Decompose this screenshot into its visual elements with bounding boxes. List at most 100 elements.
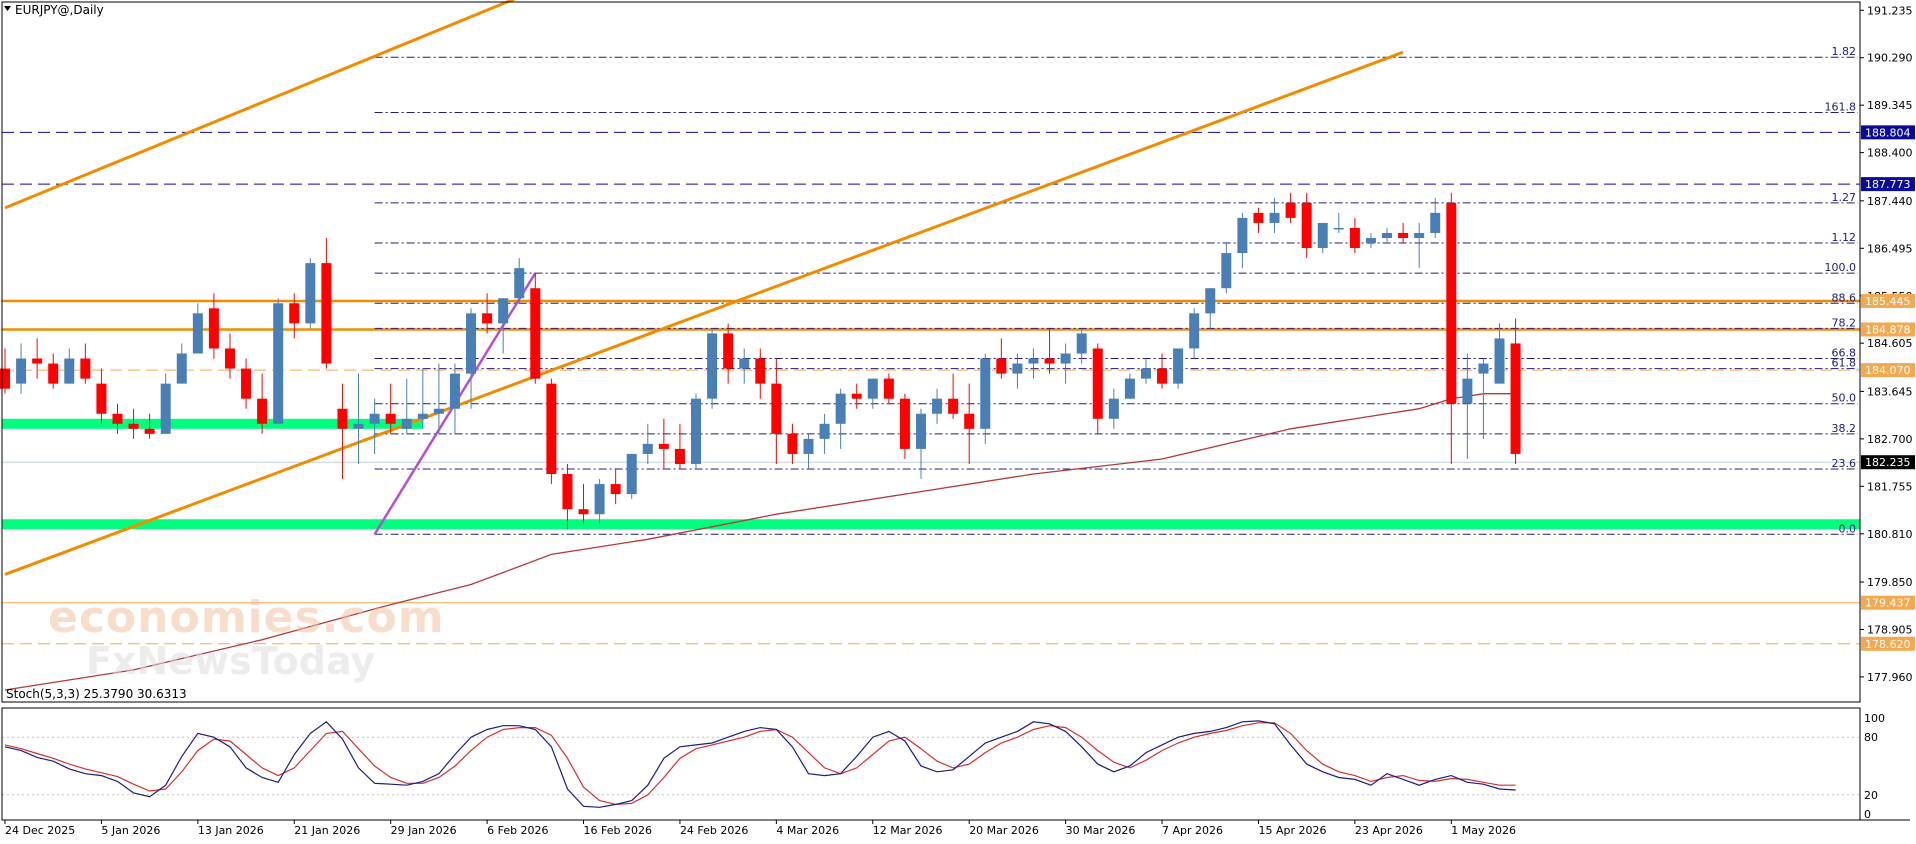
time-tick-label: 1 May 2026 bbox=[1451, 824, 1516, 837]
moving-average-line bbox=[4, 393, 1516, 691]
watermark-line1: economies.com bbox=[48, 592, 445, 643]
time-tick-label: 7 Apr 2026 bbox=[1162, 824, 1223, 837]
price-level-badge bbox=[1861, 294, 1915, 309]
support-zone bbox=[2, 418, 423, 429]
bullish-candle bbox=[64, 358, 75, 384]
bearish-candle bbox=[0, 368, 10, 389]
bullish-candle bbox=[1060, 353, 1071, 364]
bearish-candle bbox=[1398, 232, 1409, 238]
fib-level-label: 1.12 bbox=[1832, 231, 1857, 244]
price-level-label: 185.445 bbox=[1865, 295, 1911, 308]
price-tick-label: 188.400 bbox=[1867, 147, 1913, 160]
stoch-tick-label: 80 bbox=[1864, 731, 1878, 744]
bullish-candle bbox=[1205, 288, 1216, 314]
bearish-candle bbox=[385, 413, 396, 424]
bearish-candle bbox=[144, 428, 155, 434]
bullish-candle bbox=[691, 398, 702, 464]
bullish-candle bbox=[1365, 238, 1376, 244]
bullish-candle bbox=[1414, 232, 1425, 238]
bullish-candle bbox=[1108, 398, 1119, 419]
stoch-title: Stoch(5,3,3) 25.3790 30.6313 bbox=[6, 687, 187, 701]
bullish-candle bbox=[1028, 358, 1039, 364]
fib-level-label: 78.2 bbox=[1832, 316, 1857, 329]
bearish-candle bbox=[112, 413, 123, 424]
price-level-badge bbox=[1861, 125, 1915, 140]
bullish-candle bbox=[1173, 348, 1184, 384]
time-tick-label: 29 Jan 2026 bbox=[391, 824, 457, 837]
price-tick-label: 186.495 bbox=[1867, 242, 1913, 255]
price-level-badge bbox=[1861, 455, 1915, 470]
bullish-candle bbox=[739, 358, 750, 369]
bearish-candle bbox=[241, 368, 252, 399]
trend-channel-line bbox=[4, 0, 516, 210]
bearish-candle bbox=[530, 288, 541, 379]
bearish-candle bbox=[1349, 227, 1360, 249]
stochastic-panel[interactable] bbox=[2, 720, 1860, 808]
time-tick-label: 30 Mar 2026 bbox=[1066, 824, 1136, 837]
bearish-candle bbox=[755, 358, 766, 384]
bearish-candle bbox=[674, 448, 685, 464]
bearish-candle bbox=[1446, 202, 1457, 404]
bearish-candle bbox=[562, 474, 573, 510]
price-level-label: 184.878 bbox=[1865, 323, 1911, 336]
stoch-tick-label: 0 bbox=[1864, 808, 1871, 821]
bullish-candle bbox=[353, 423, 364, 429]
price-tick-label: 179.850 bbox=[1867, 576, 1913, 589]
fib-level-label: 61.8 bbox=[1832, 357, 1857, 370]
bullish-candle bbox=[1237, 217, 1248, 254]
time-tick-label: 23 Apr 2026 bbox=[1355, 824, 1423, 837]
bearish-candle bbox=[1092, 348, 1103, 419]
fib-level-label: 1.82 bbox=[1832, 45, 1857, 58]
time-tick-label: 15 Apr 2026 bbox=[1258, 824, 1326, 837]
price-level-badge bbox=[1861, 595, 1915, 610]
bullish-candle bbox=[449, 373, 460, 409]
bearish-candle bbox=[883, 378, 894, 399]
bearish-candle bbox=[1510, 343, 1521, 454]
bearish-candle bbox=[257, 398, 268, 424]
price-tick-label: 178.905 bbox=[1867, 623, 1913, 636]
fib-level-label: 66.8 bbox=[1832, 347, 1857, 360]
fib-level-label: 23.6 bbox=[1832, 457, 1857, 470]
bullish-candle bbox=[1333, 227, 1344, 230]
bearish-candle bbox=[723, 333, 734, 369]
bearish-candle bbox=[964, 413, 975, 429]
trend-channel-line bbox=[4, 50, 1404, 576]
price-tick-label: 181.755 bbox=[1867, 480, 1913, 493]
bearish-candle bbox=[96, 383, 107, 414]
title-dropdown-icon[interactable] bbox=[4, 6, 11, 11]
bullish-candle bbox=[273, 303, 284, 424]
bullish-candle bbox=[915, 413, 926, 449]
stoch-signal-line bbox=[4, 722, 1516, 806]
bearish-candle bbox=[1253, 212, 1264, 223]
bearish-candle bbox=[48, 363, 59, 384]
bearish-candle bbox=[787, 433, 798, 454]
bearish-candle bbox=[1301, 202, 1312, 249]
bullish-candle bbox=[626, 453, 637, 495]
bullish-candle bbox=[932, 398, 943, 414]
time-tick-label: 12 Mar 2026 bbox=[873, 824, 943, 837]
bullish-candle bbox=[160, 383, 171, 434]
bullish-candle bbox=[1494, 338, 1505, 384]
main-price-panel[interactable]: 1.82 161.8 1.27 1.12 100.0 88.6 78.2 66.861.8 50… bbox=[0, 0, 1860, 691]
price-tick-label: 180.810 bbox=[1867, 528, 1913, 541]
price-tick-label: 184.605 bbox=[1867, 337, 1913, 350]
bullish-candle bbox=[1076, 333, 1087, 354]
bullish-candle bbox=[1430, 212, 1441, 233]
bullish-candle bbox=[594, 484, 605, 515]
main-frame bbox=[1, 1, 1861, 703]
bearish-candle bbox=[128, 423, 139, 429]
time-tick-label: 24 Dec 2025 bbox=[5, 824, 75, 837]
time-tick-label: 6 Feb 2026 bbox=[487, 824, 548, 837]
bullish-candle bbox=[707, 333, 718, 399]
price-tick-label: 182.700 bbox=[1867, 433, 1913, 446]
price-level-badge bbox=[1861, 177, 1915, 192]
bullish-candle bbox=[176, 353, 187, 384]
price-level-badge bbox=[1861, 322, 1915, 337]
bullish-candle bbox=[642, 443, 653, 454]
bullish-candle bbox=[466, 313, 477, 374]
price-level-badge bbox=[1861, 636, 1915, 651]
bearish-candle bbox=[80, 358, 91, 379]
